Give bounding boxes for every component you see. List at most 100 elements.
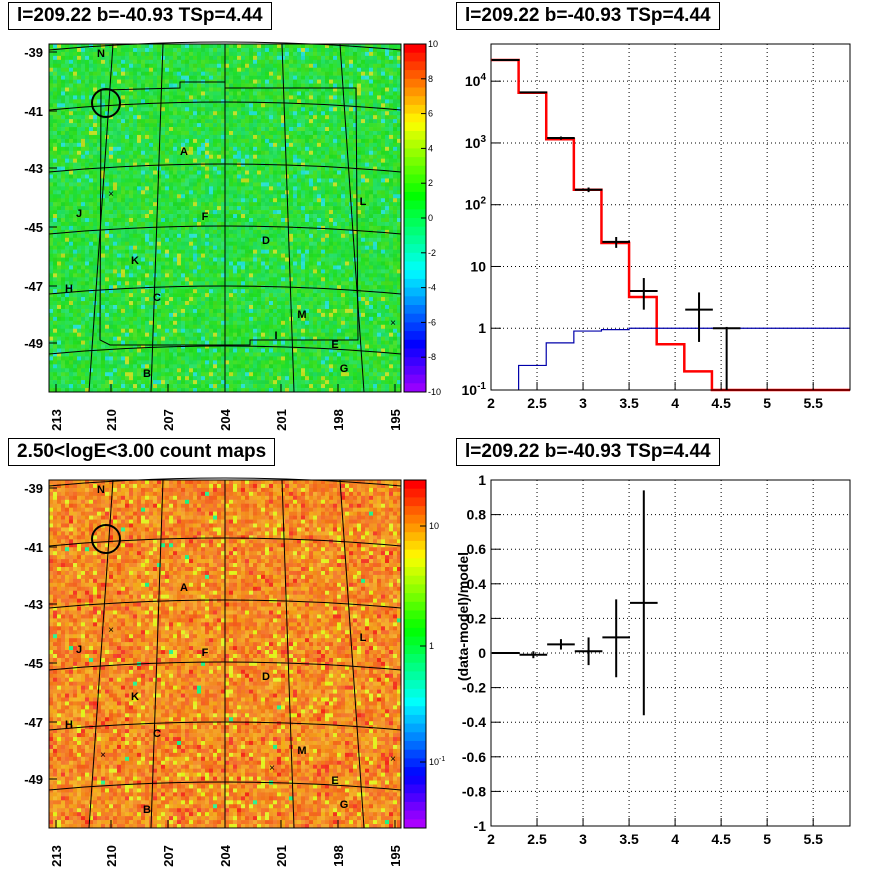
map-pixel xyxy=(189,221,194,227)
map-pixel xyxy=(61,190,66,195)
map-pixel xyxy=(249,380,254,385)
map-pixel xyxy=(273,55,278,61)
map-pixel xyxy=(145,111,150,116)
map-pixel xyxy=(69,344,74,349)
map-pixel xyxy=(261,142,266,148)
map-pixel xyxy=(189,328,194,333)
map-pixel xyxy=(221,154,226,159)
map-pixel xyxy=(113,202,118,207)
map-pixel xyxy=(253,87,258,92)
map-pixel xyxy=(129,340,134,345)
map-pixel xyxy=(217,352,222,357)
map-pixel xyxy=(197,87,202,92)
map-pixel xyxy=(205,111,210,116)
map-pixel xyxy=(65,67,70,72)
map-pixel xyxy=(241,111,246,116)
map-pixel xyxy=(57,348,62,353)
map-pixel xyxy=(177,87,182,92)
map-pixel xyxy=(85,182,90,187)
map-pixel xyxy=(185,71,190,76)
map-pixel xyxy=(177,241,182,246)
map-pixel xyxy=(225,388,230,393)
map-pixel xyxy=(269,91,274,96)
map-pixel xyxy=(65,372,70,377)
map-pixel xyxy=(53,51,58,57)
map-pixel xyxy=(249,206,254,211)
map-pixel xyxy=(145,245,150,250)
map-pixel xyxy=(169,281,174,286)
map-pixel xyxy=(213,273,218,278)
map-pixel xyxy=(205,146,210,152)
map-pixel xyxy=(177,63,182,69)
map-pixel xyxy=(233,241,238,246)
map-pixel xyxy=(201,111,206,116)
map-pixel xyxy=(197,55,202,61)
map-pixel xyxy=(229,356,234,361)
map-pixel xyxy=(257,150,262,156)
map-pixel xyxy=(101,336,106,341)
map-pixel xyxy=(181,352,186,357)
map-pixel xyxy=(173,340,178,345)
map-pixel xyxy=(165,380,170,385)
map-pixel xyxy=(185,221,190,227)
map-pixel xyxy=(205,225,210,231)
map-pixel xyxy=(185,91,190,96)
map-pixel xyxy=(161,55,166,61)
map-pixel xyxy=(273,218,278,223)
map-pixel xyxy=(145,332,150,337)
map-pixel xyxy=(177,182,182,187)
map-pixel xyxy=(93,281,98,286)
map-pixel xyxy=(253,356,258,361)
map-pixel xyxy=(89,376,94,381)
map-pixel xyxy=(201,206,206,211)
map-pixel xyxy=(229,214,234,219)
map-pixel xyxy=(269,79,274,84)
map-pixel xyxy=(137,233,142,239)
map-pixel xyxy=(197,138,202,144)
map-pixel xyxy=(245,67,250,72)
map-pixel xyxy=(89,103,94,108)
map-pixel xyxy=(89,51,94,57)
map-pixel xyxy=(213,356,218,361)
map-pixel xyxy=(97,348,102,353)
map-pixel xyxy=(141,368,146,373)
map-pixel xyxy=(109,320,114,326)
map-pixel xyxy=(121,67,126,72)
map-pixel xyxy=(121,265,126,270)
map-pixel xyxy=(269,198,274,203)
map-pixel xyxy=(85,150,90,156)
map-pixel xyxy=(261,265,266,270)
map-pixel xyxy=(97,142,102,148)
map-pixel xyxy=(57,277,62,282)
map-pixel xyxy=(189,154,194,159)
map-pixel xyxy=(185,324,190,330)
map-pixel xyxy=(173,380,178,385)
map-pixel xyxy=(137,221,142,227)
map-pixel xyxy=(173,67,178,72)
map-pixel xyxy=(49,289,54,294)
map-pixel xyxy=(105,312,110,318)
map-pixel xyxy=(137,305,142,310)
map-pixel xyxy=(145,99,150,104)
map-pixel xyxy=(193,134,198,140)
map-pixel xyxy=(241,166,246,171)
map-pixel xyxy=(57,206,62,211)
map-pixel xyxy=(253,51,258,57)
map-pixel xyxy=(249,332,254,337)
map-pixel xyxy=(105,63,110,69)
map-pixel xyxy=(97,285,102,290)
map-pixel xyxy=(141,328,146,333)
map-pixel xyxy=(85,221,90,227)
map-pixel xyxy=(121,103,126,108)
map-pixel xyxy=(225,344,230,349)
map-pixel xyxy=(145,186,150,191)
map-pixel xyxy=(209,320,214,326)
map-pixel xyxy=(137,237,142,243)
map-pixel xyxy=(209,229,214,235)
map-pixel xyxy=(105,261,110,266)
map-pixel xyxy=(61,356,66,361)
map-pixel xyxy=(209,202,214,207)
map-pixel xyxy=(69,253,74,258)
map-pixel xyxy=(261,269,266,274)
map-pixel xyxy=(137,277,142,282)
